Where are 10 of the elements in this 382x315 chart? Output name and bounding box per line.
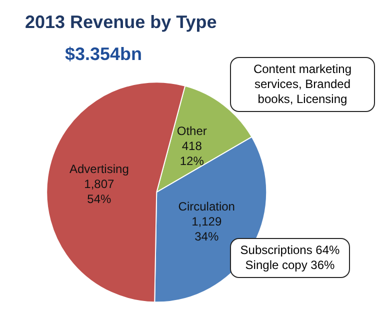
data-label: 1,807 54% bbox=[84, 177, 115, 206]
chart-subtitle: $3.354bn bbox=[65, 44, 142, 64]
data-label: 1,129 34% bbox=[192, 214, 222, 244]
slice-label: Advertising bbox=[70, 162, 129, 176]
data-label: 418 12% bbox=[180, 139, 204, 168]
slice-label: Circulation bbox=[178, 200, 235, 214]
chart-title: 2013 Revenue by Type bbox=[25, 12, 217, 32]
slice-label: Other bbox=[176, 124, 207, 138]
text: Subscriptions 64% Single copy 36% bbox=[230, 238, 350, 278]
text: Content marketing services, Branded books, Licensing bbox=[230, 57, 375, 112]
